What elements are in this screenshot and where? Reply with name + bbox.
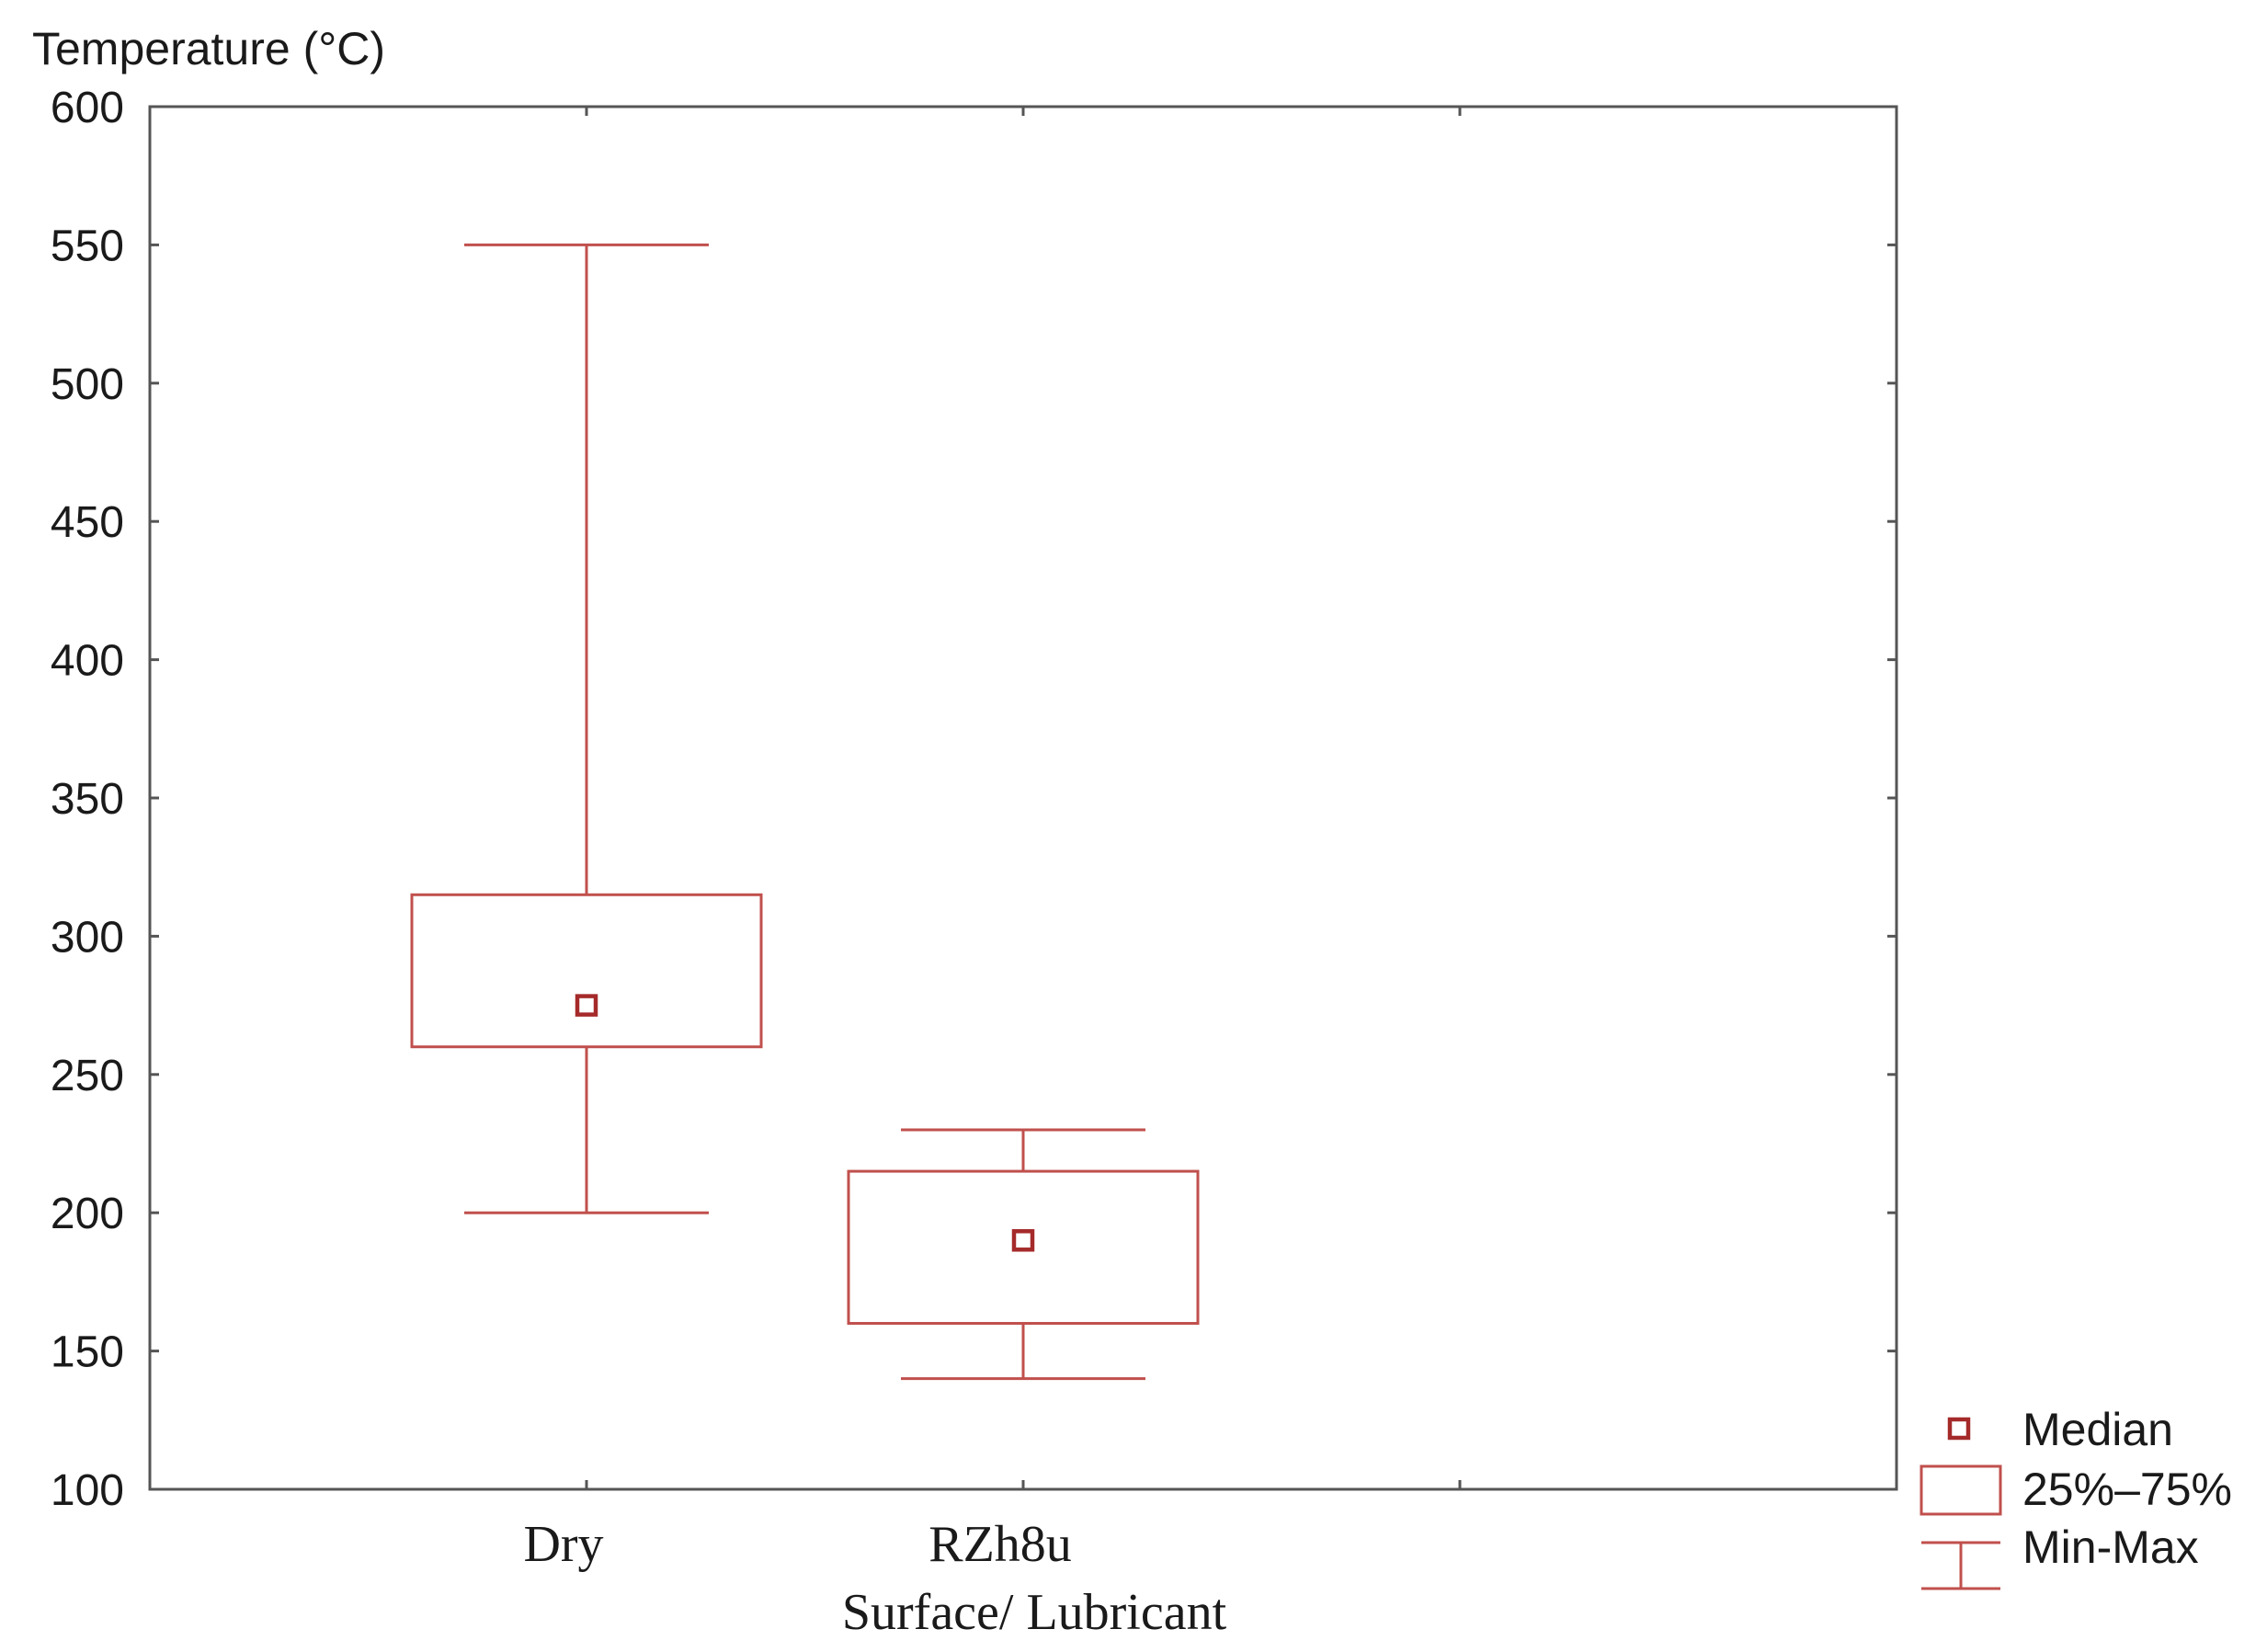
category-labels: Dry RZh8u — [523, 1516, 1071, 1573]
legend-box-symbol — [1920, 1464, 2002, 1516]
y-tick-label: 250 — [51, 1052, 124, 1100]
legend-item-median: Median — [1947, 1404, 2173, 1455]
iqr-box — [847, 1169, 1200, 1326]
y-tick-label: 150 — [51, 1328, 124, 1377]
legend-item-box: 25%–75% — [1920, 1464, 2232, 1516]
y-tick-label: 450 — [51, 498, 124, 547]
iqr-box — [410, 893, 763, 1049]
y-tick-label: 200 — [51, 1190, 124, 1238]
y-tick-label: 400 — [51, 637, 124, 686]
y-axis-title: Temperature (°C) — [32, 23, 385, 74]
box-rzh8u — [847, 1128, 1200, 1381]
box-dry — [410, 243, 763, 1214]
y-tick-label: 100 — [51, 1466, 124, 1515]
legend-label: Median — [2022, 1404, 2173, 1455]
legend-label: 25%–75% — [2022, 1464, 2232, 1515]
legend-median-symbol — [1947, 1417, 1971, 1441]
legend-item-whisker: Min-Max — [1921, 1521, 2199, 1590]
y-tick-label: 350 — [51, 775, 124, 824]
median-marker — [575, 994, 598, 1017]
box-series — [410, 243, 1200, 1381]
y-tick-labels: 100 150 200 250 300 350 400 450 500 550 600 — [51, 84, 124, 1515]
legend: Median 25%–75% Min-Max — [1920, 1404, 2232, 1590]
category-label: Dry — [523, 1516, 603, 1573]
x-axis-title: Surface/ Lubricant — [842, 1584, 1227, 1641]
median-marker — [1011, 1229, 1035, 1252]
y-tick-label: 550 — [51, 222, 124, 270]
plot-frame — [148, 105, 1898, 1491]
axis-ticks — [150, 105, 1897, 1491]
y-tick-label: 500 — [51, 360, 124, 409]
y-tick-label: 600 — [51, 84, 124, 132]
y-tick-label: 300 — [51, 913, 124, 962]
category-label: RZh8u — [928, 1516, 1072, 1573]
legend-label: Min-Max — [2022, 1521, 2199, 1573]
